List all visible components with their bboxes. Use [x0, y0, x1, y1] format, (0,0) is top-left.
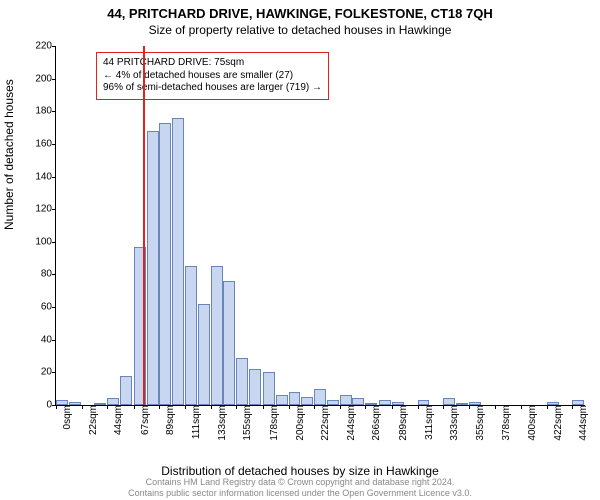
x-tick-label: 266sqm — [369, 405, 382, 441]
annotation-line2: ← 4% of detached houses are smaller (27) — [103, 70, 322, 83]
y-tick-mark — [52, 177, 56, 178]
x-tick-label: 378sqm — [499, 405, 512, 441]
x-tick-mark — [134, 405, 135, 409]
histogram-bar — [147, 131, 159, 405]
y-tick-label: 200 — [22, 73, 56, 84]
x-tick-mark — [365, 405, 366, 409]
x-tick-mark — [469, 405, 470, 409]
annotation-line3: 96% of semi-detached houses are larger (… — [103, 82, 322, 95]
credits: Contains HM Land Registry data © Crown c… — [0, 477, 600, 498]
credits-line1: Contains HM Land Registry data © Crown c… — [0, 477, 600, 487]
x-tick-mark — [185, 405, 186, 409]
credits-line2: Contains public sector information licen… — [0, 488, 600, 498]
x-tick-mark — [443, 405, 444, 409]
x-tick-mark — [547, 405, 548, 409]
x-tick-label: 155sqm — [240, 405, 253, 441]
x-tick-mark — [263, 405, 264, 409]
x-tick-mark — [289, 405, 290, 409]
histogram-chart: 44 PRITCHARD DRIVE: 75sqm ← 4% of detach… — [55, 46, 585, 406]
y-tick-label: 0 — [22, 400, 56, 411]
histogram-bar — [159, 123, 171, 405]
y-tick-mark — [52, 46, 56, 47]
y-tick-label: 180 — [22, 106, 56, 117]
x-tick-mark — [211, 405, 212, 409]
y-tick-label: 40 — [22, 334, 56, 345]
y-tick-label: 80 — [22, 269, 56, 280]
x-tick-label: 333sqm — [447, 405, 460, 441]
histogram-bar — [120, 376, 132, 405]
y-tick-label: 140 — [22, 171, 56, 182]
property-marker-line — [143, 46, 145, 405]
x-tick-label: 89sqm — [163, 405, 176, 435]
x-tick-mark — [314, 405, 315, 409]
y-tick-label: 160 — [22, 138, 56, 149]
x-tick-mark — [107, 405, 108, 409]
histogram-bar — [198, 304, 210, 405]
x-tick-mark — [340, 405, 341, 409]
histogram-bar — [211, 266, 223, 405]
x-tick-mark — [82, 405, 83, 409]
title-subtitle: Size of property relative to detached ho… — [0, 21, 600, 37]
x-tick-mark — [236, 405, 237, 409]
x-tick-label: 444sqm — [576, 405, 589, 441]
x-tick-label: 355sqm — [473, 405, 486, 441]
x-tick-mark — [495, 405, 496, 409]
x-tick-label: 289sqm — [396, 405, 409, 441]
title-address: 44, PRITCHARD DRIVE, HAWKINGE, FOLKESTON… — [0, 0, 600, 21]
x-tick-label: 22sqm — [86, 405, 99, 435]
histogram-bar — [289, 392, 301, 405]
x-axis-label: Distribution of detached houses by size … — [0, 464, 600, 478]
x-tick-label: 67sqm — [138, 405, 151, 435]
x-tick-label: 244sqm — [344, 405, 357, 441]
histogram-bar — [172, 118, 184, 405]
x-tick-mark — [521, 405, 522, 409]
y-tick-mark — [52, 209, 56, 210]
x-tick-mark — [572, 405, 573, 409]
y-axis-label: Number of detached houses — [2, 79, 16, 230]
histogram-bar — [340, 395, 352, 405]
y-tick-mark — [52, 79, 56, 80]
y-tick-mark — [52, 242, 56, 243]
x-tick-label: 178sqm — [267, 405, 280, 441]
y-tick-label: 220 — [22, 41, 56, 52]
x-tick-label: 200sqm — [293, 405, 306, 441]
y-tick-mark — [52, 274, 56, 275]
histogram-bar — [185, 266, 197, 405]
x-tick-mark — [56, 405, 57, 409]
x-tick-label: 0sqm — [60, 405, 73, 429]
x-tick-label: 133sqm — [215, 405, 228, 441]
x-tick-label: 311sqm — [422, 405, 435, 440]
histogram-bar — [276, 395, 288, 405]
histogram-bar — [249, 369, 261, 405]
x-tick-label: 44sqm — [111, 405, 124, 435]
y-tick-label: 60 — [22, 302, 56, 313]
y-tick-mark — [52, 307, 56, 308]
x-tick-label: 400sqm — [525, 405, 538, 441]
histogram-bar — [314, 389, 326, 405]
y-tick-label: 120 — [22, 204, 56, 215]
y-tick-label: 100 — [22, 236, 56, 247]
annotation-line1: 44 PRITCHARD DRIVE: 75sqm — [103, 57, 322, 70]
x-tick-mark — [418, 405, 419, 409]
y-tick-label: 20 — [22, 367, 56, 378]
x-tick-label: 111sqm — [189, 405, 202, 439]
histogram-bar — [223, 281, 235, 405]
histogram-bar — [263, 372, 275, 405]
x-tick-mark — [392, 405, 393, 409]
histogram-bar — [301, 397, 313, 405]
x-tick-label: 222sqm — [318, 405, 331, 441]
x-tick-mark — [159, 405, 160, 409]
y-tick-mark — [52, 372, 56, 373]
annotation-box: 44 PRITCHARD DRIVE: 75sqm ← 4% of detach… — [96, 52, 329, 100]
y-tick-mark — [52, 340, 56, 341]
x-tick-label: 422sqm — [551, 405, 564, 441]
y-tick-mark — [52, 111, 56, 112]
histogram-bar — [236, 358, 248, 405]
y-tick-mark — [52, 144, 56, 145]
